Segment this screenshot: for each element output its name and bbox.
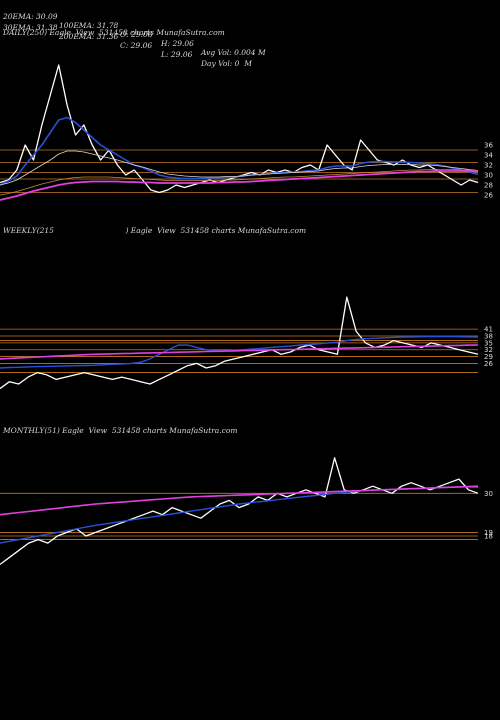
- avg-vol-value: Avg Vol: 0.004 M: [201, 48, 266, 57]
- y-tick-label: 19: [484, 529, 493, 537]
- header-row-1: 20EMA: 30.09 100EMA: 31.78 O: 29.06 H: 2…: [3, 3, 266, 57]
- series-price-line: [0, 64, 479, 194]
- y-tick-label: 29: [484, 353, 493, 361]
- series-ema200-line: [0, 170, 479, 201]
- y-tick-label: 32: [484, 346, 493, 354]
- series-price-line: [0, 457, 479, 565]
- y-tick-label: 36: [484, 142, 493, 150]
- y-tick-label: 26: [484, 360, 493, 368]
- series-ema_magenta-line: [0, 344, 478, 360]
- series-ema100-line: [0, 169, 479, 196]
- y-tick-label: 34: [484, 152, 493, 160]
- daily-chart-title: DAILY(250) Eagle View 531458 charts Muna…: [3, 28, 225, 37]
- high-value: H: 29.06: [161, 39, 194, 48]
- monthly-chart-title: MONTHLY(51) Eagle View 531458 charts Mun…: [3, 426, 238, 435]
- series-ema30-line: [0, 150, 479, 186]
- close-value: C: 29.06: [120, 41, 153, 50]
- ema200-value: 200EMA: 31.36: [59, 32, 119, 41]
- y-tick-label: 28: [484, 182, 493, 190]
- ema30-value: 30EMA: 31.38: [3, 23, 58, 32]
- low-value: L: 29.06: [161, 50, 193, 59]
- weekly-chart-title: WEEKLY(215 ) Eagle View 531458 charts Mu…: [3, 226, 307, 235]
- open-value: O: 29.06: [120, 30, 153, 39]
- day-vol-value: Day Vol: 0 M: [201, 59, 252, 68]
- series-ema_magenta-line: [0, 485, 479, 516]
- y-tick-label: 35: [484, 339, 493, 347]
- ema100-value: 100EMA: 31.78: [59, 21, 119, 30]
- y-tick-label: 41: [484, 326, 493, 334]
- y-tick-label: 38: [484, 333, 493, 341]
- y-tick-label: 18: [484, 533, 493, 541]
- y-tick-label: 30: [484, 490, 493, 498]
- y-tick-label: 26: [484, 192, 493, 200]
- y-tick-label: 30: [484, 172, 493, 180]
- ema20-value: 20EMA: 30.09: [3, 12, 58, 21]
- y-tick-label: 32: [484, 162, 493, 170]
- series-price-line: [0, 296, 479, 390]
- header-row-2: 30EMA: 31.38 200EMA: 31.36 C: 29.06 L: 2…: [3, 14, 252, 68]
